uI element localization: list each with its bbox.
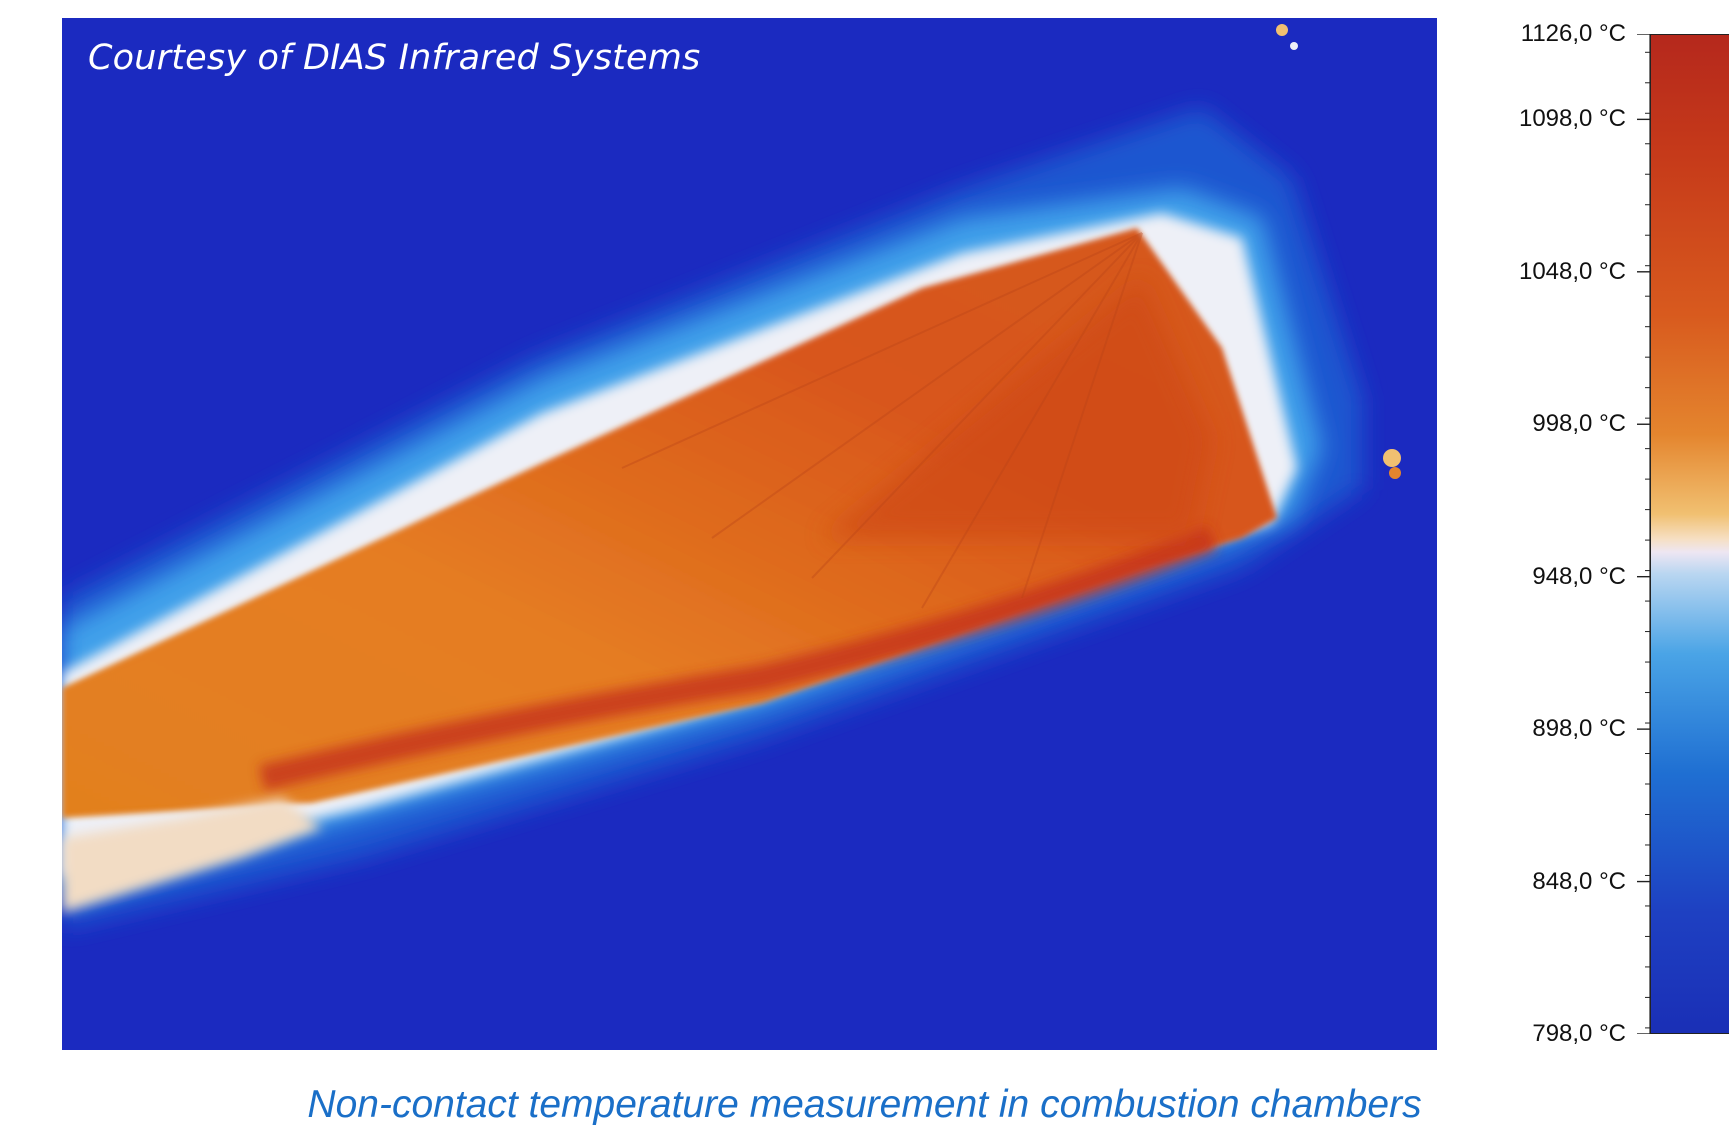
hot-speck — [1383, 449, 1401, 467]
thermal-scene — [62, 18, 1437, 1050]
hot-streak — [258, 525, 1217, 791]
colorbar-tick-label: 1048,0 °C — [1518, 257, 1626, 285]
thermal-image: Courtesy of DIAS Infrared Systems — [62, 18, 1437, 1050]
hot-speck — [1290, 42, 1298, 50]
temperature-colorbar — [1650, 34, 1729, 1034]
courtesy-text: Courtesy of DIAS Infrared Systems — [88, 38, 701, 78]
colorbar-tick-label: 898,0 °C — [1532, 715, 1626, 743]
colorbar-tick-label: 998,0 °C — [1532, 410, 1626, 438]
colorbar-tick-label: 1126,0 °C — [1520, 20, 1626, 47]
colorbar-ticks — [1637, 34, 1651, 1034]
colorbar-tick-label: 798,0 °C — [1532, 1020, 1626, 1047]
hot-speck — [1276, 24, 1288, 36]
colorbar-tick-label: 948,0 °C — [1532, 562, 1626, 590]
hot-speck — [1389, 467, 1401, 479]
colorbar-tick-label: 848,0 °C — [1532, 867, 1626, 895]
hot-core — [62, 228, 1277, 818]
colorbar-tick-label: 1098,0 °C — [1518, 105, 1626, 133]
hot-region-right — [822, 278, 1212, 538]
surface-lines — [621, 232, 1143, 609]
lower-left-glow — [62, 798, 322, 913]
image-caption: Non-contact temperature measurement in c… — [307, 1083, 1422, 1126]
